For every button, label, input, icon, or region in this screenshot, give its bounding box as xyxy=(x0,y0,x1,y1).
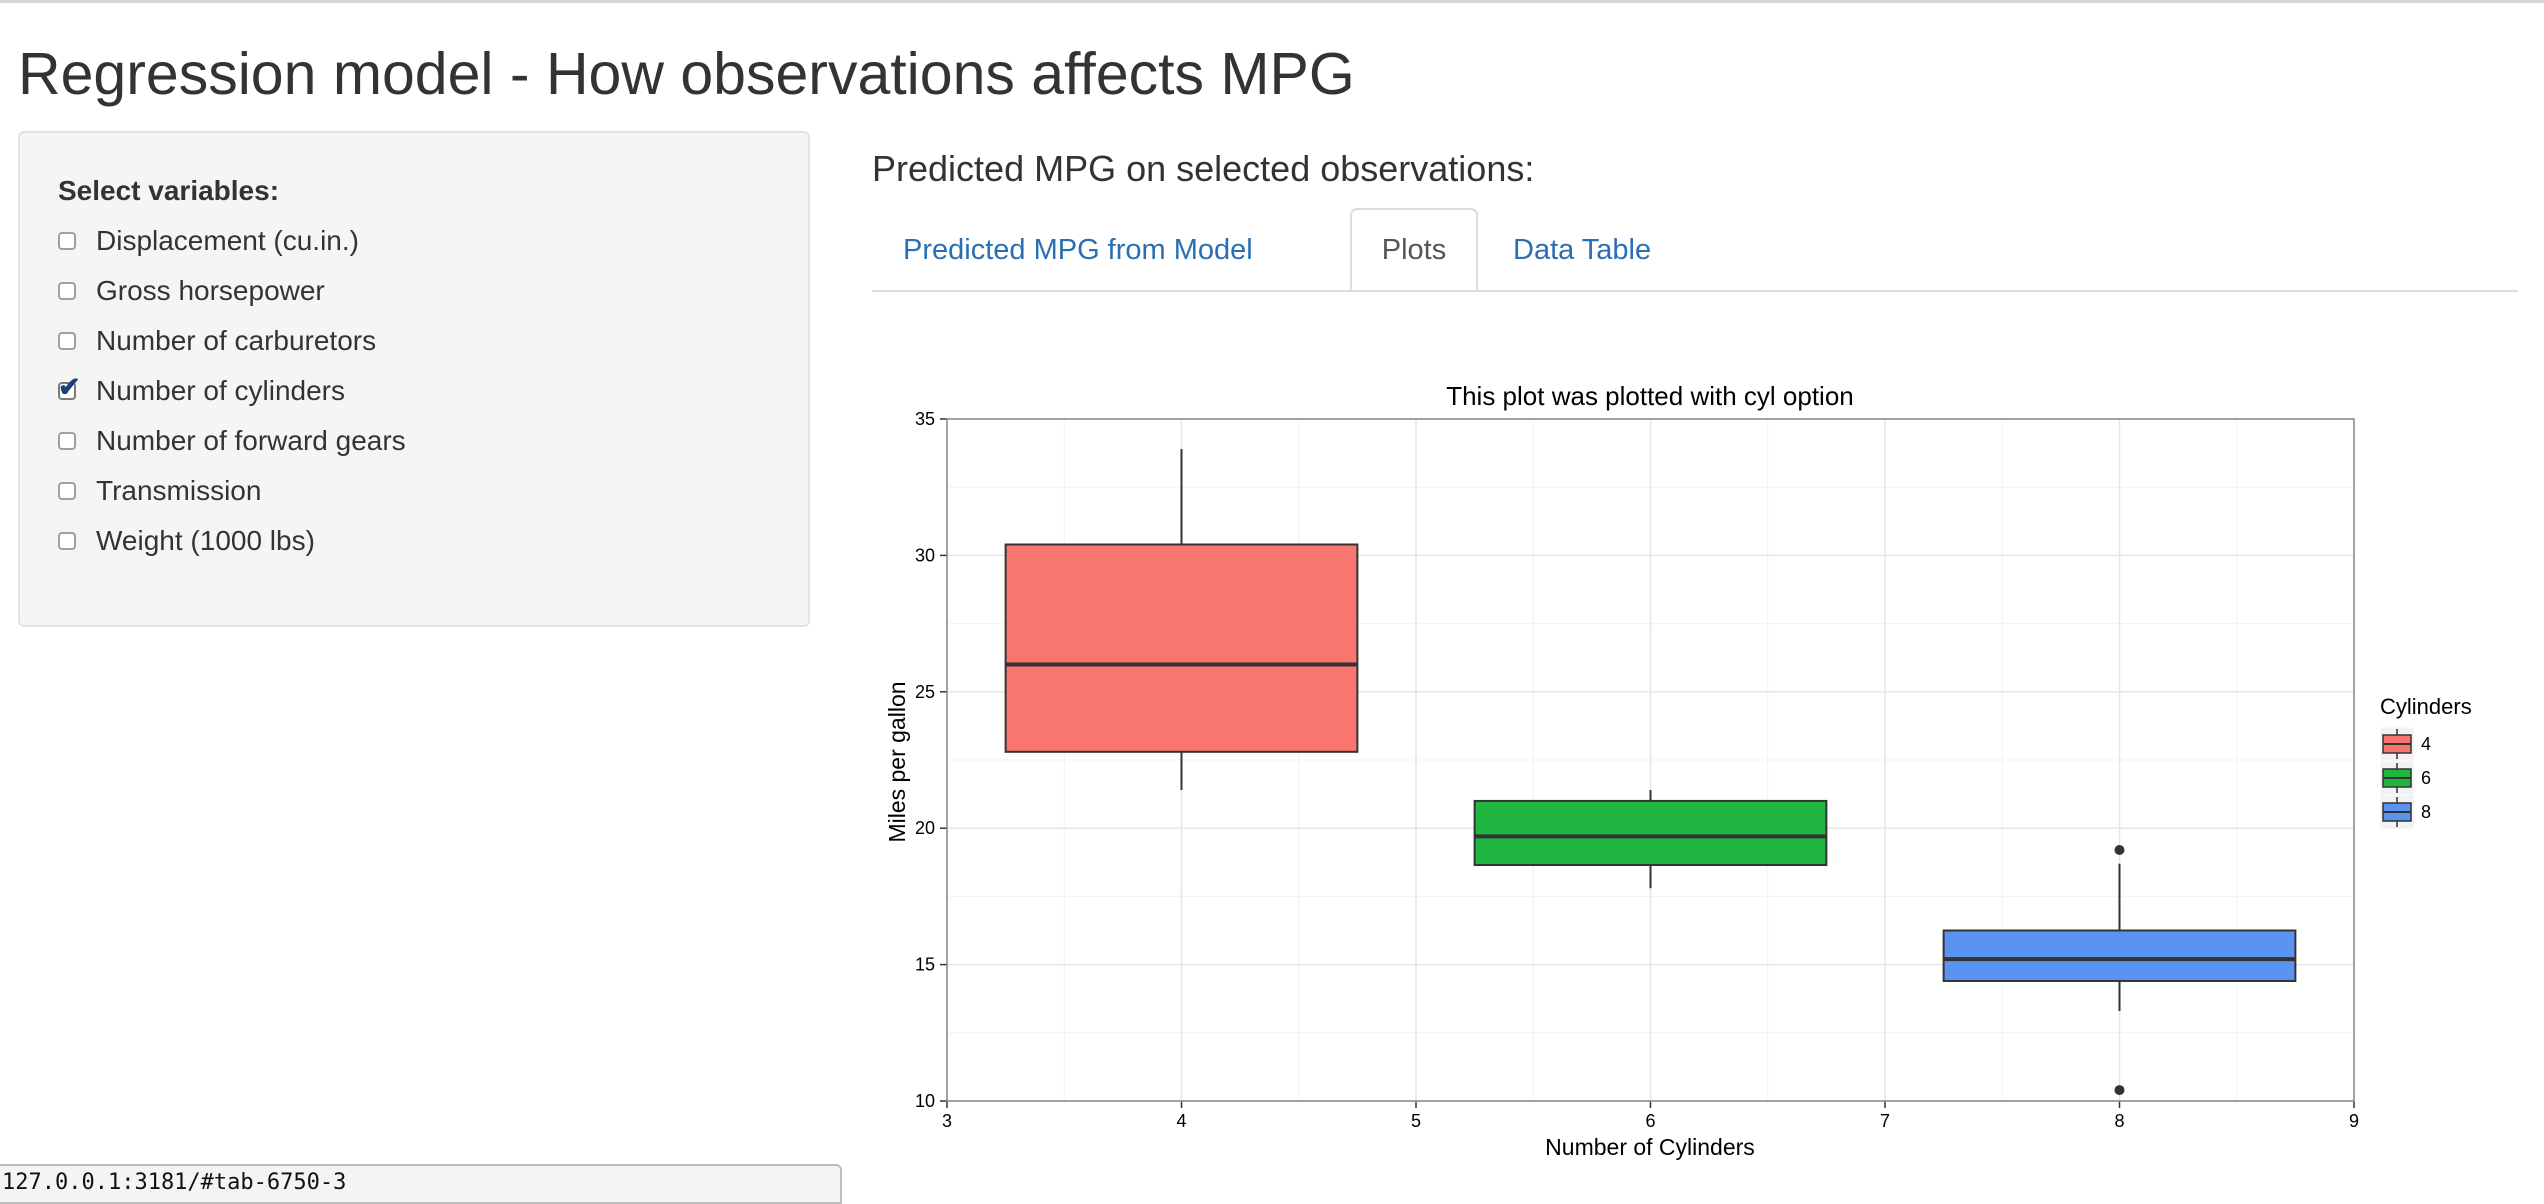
tab-data-table[interactable]: Data Table xyxy=(1513,233,1652,266)
checkbox-carburetors[interactable]: Number of carburetors xyxy=(58,323,376,359)
tab-plots[interactable]: Plots xyxy=(1350,208,1478,292)
x-tick-label: 6 xyxy=(1645,1111,1655,1131)
y-tick-label: 30 xyxy=(915,545,935,565)
status-bar-url: 127.0.0.1:3181/#tab-6750-3 xyxy=(0,1164,842,1204)
x-tick-label: 3 xyxy=(942,1111,952,1131)
y-tick-label: 25 xyxy=(915,682,935,702)
mpg-boxplot-chart: This plot was plotted with cyl option Nu… xyxy=(884,381,2472,1160)
checkbox-transmission[interactable]: Transmission xyxy=(58,473,261,509)
checkbox-box[interactable] xyxy=(58,332,76,350)
x-axis-label: Number of Cylinders xyxy=(1545,1134,1755,1160)
checkbox-weight[interactable]: Weight (1000 lbs) xyxy=(58,523,315,559)
legend-label-4: 4 xyxy=(2421,734,2431,754)
x-tick-label: 8 xyxy=(2114,1111,2124,1131)
checkbox-label: Displacement (cu.in.) xyxy=(96,225,359,256)
legend-title: Cylinders xyxy=(2380,694,2472,719)
checkbox-box[interactable]: ✔ xyxy=(58,374,81,401)
checkbox-box[interactable] xyxy=(58,232,76,250)
main-heading: Predicted MPG on selected observations: xyxy=(872,148,1535,189)
checkbox-forward-gears[interactable]: Number of forward gears xyxy=(58,423,406,459)
x-tick-label: 9 xyxy=(2349,1111,2359,1131)
legend-label-8: 8 xyxy=(2421,802,2431,822)
plot-area: 3 4 5 6 7 8 9 10 15 20 25 30 35 xyxy=(915,409,2359,1131)
checkbox-cylinders[interactable]: ✔ Number of cylinders xyxy=(58,373,345,409)
tab-predicted-mpg[interactable]: Predicted MPG from Model xyxy=(903,233,1253,266)
box-cyl-6 xyxy=(1473,799,1828,867)
checkmark-icon: ✔ xyxy=(58,372,81,402)
checkbox-label: Gross horsepower xyxy=(96,275,325,306)
checkbox-label: Number of carburetors xyxy=(96,325,377,356)
box-cyl-4 xyxy=(1004,543,1359,753)
x-tick-label: 4 xyxy=(1176,1111,1186,1131)
checkbox-box[interactable] xyxy=(58,282,76,300)
checkbox-label: Transmission xyxy=(96,475,262,506)
x-tick-label: 5 xyxy=(1411,1111,1421,1131)
sidebar-panel: Select variables: Displacement (cu.in.) … xyxy=(18,131,810,627)
legend: Cylinders 4 6 8 xyxy=(2379,694,2472,830)
legend-label-6: 6 xyxy=(2421,768,2431,788)
y-axis-label: Miles per gallon xyxy=(884,681,910,842)
y-tick-label: 35 xyxy=(915,409,935,429)
y-tick-label: 15 xyxy=(915,955,935,975)
outlier-point-8 xyxy=(2114,845,2125,856)
page-title: Regression model - How observations affe… xyxy=(18,41,1355,107)
box-cyl-8 xyxy=(1942,929,2297,982)
checkbox-box[interactable] xyxy=(58,432,76,450)
checkbox-horsepower[interactable]: Gross horsepower xyxy=(58,273,325,309)
checkbox-box[interactable] xyxy=(58,482,76,500)
x-tick-label: 7 xyxy=(1880,1111,1890,1131)
top-border xyxy=(0,0,2544,3)
checkbox-box[interactable] xyxy=(58,532,76,550)
select-variables-label: Select variables: xyxy=(58,175,280,206)
checkbox-label: Number of forward gears xyxy=(96,425,406,456)
checkbox-displacement[interactable]: Displacement (cu.in.) xyxy=(58,223,359,259)
checkbox-label: Weight (1000 lbs) xyxy=(96,525,315,556)
plot-border xyxy=(946,418,2355,1102)
y-tick-label: 20 xyxy=(915,818,935,838)
y-tick-label: 10 xyxy=(915,1091,935,1111)
checkbox-label: Number of cylinders xyxy=(96,375,345,406)
tabs-underline xyxy=(872,290,2518,292)
outlier-point-8 xyxy=(2114,1085,2125,1096)
chart-title: This plot was plotted with cyl option xyxy=(1446,381,1854,411)
